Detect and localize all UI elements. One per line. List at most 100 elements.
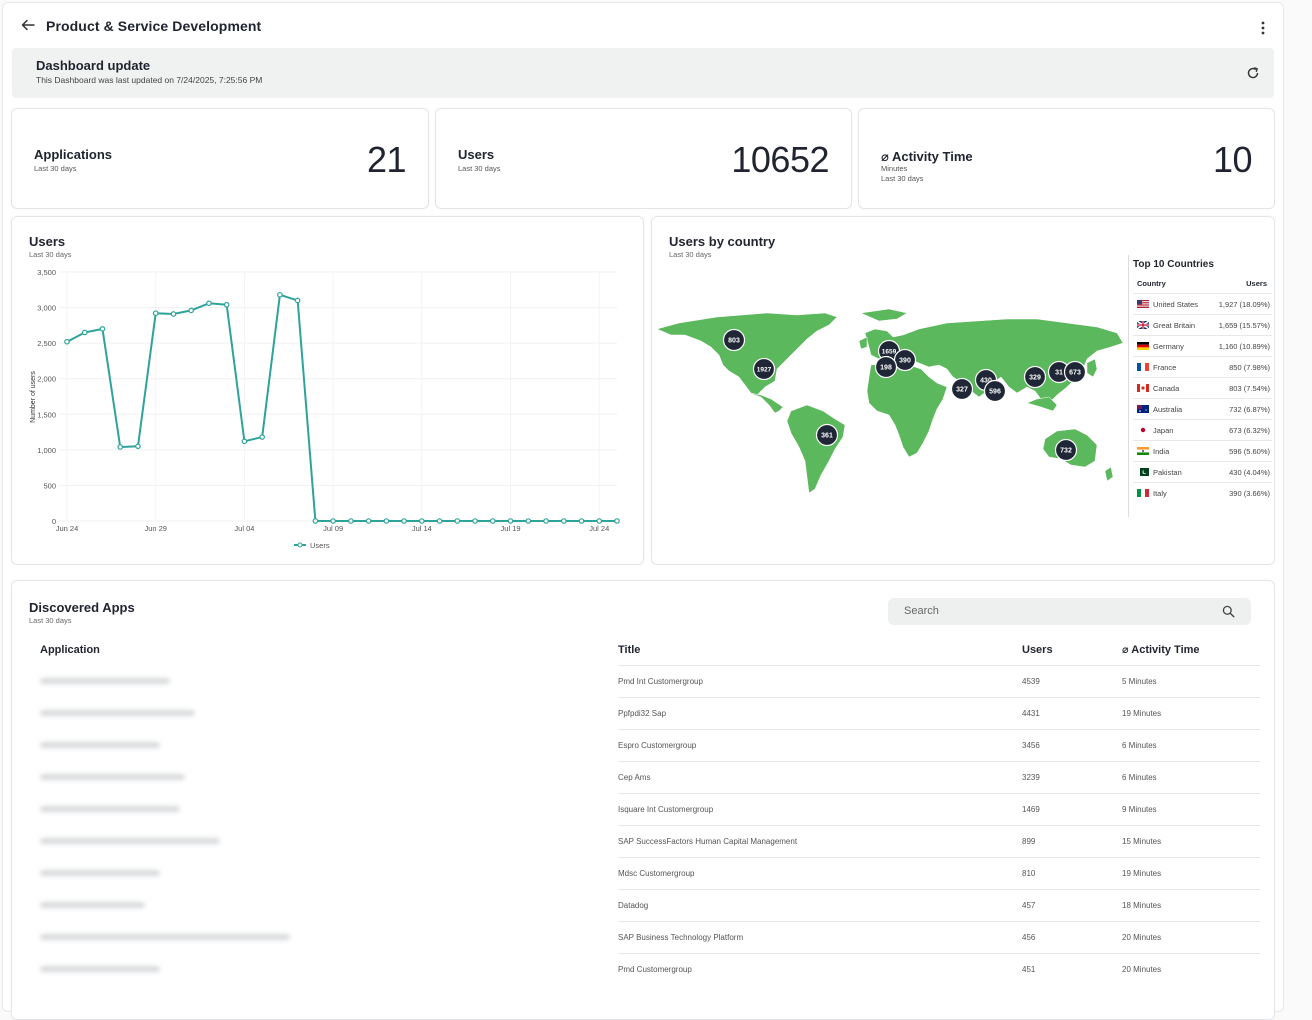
more-options-icon[interactable] [1255,19,1271,37]
table-row[interactable]: SAP SuccessFactors Human Capital Managem… [28,824,1260,857]
back-arrow-icon[interactable] [19,16,37,34]
data-point[interactable] [454,518,461,524]
map-marker-label: 329 [1029,375,1041,382]
table-row[interactable]: Datadog 457 18 Minutes [28,888,1260,921]
y-tick-label: 3,000 [37,304,56,313]
country-row[interactable]: Germany 1,160 (10.89%) [1133,335,1272,356]
map-marker[interactable]: 31 [1047,360,1071,384]
country-row[interactable]: Italy 390 (3.66%) [1133,482,1272,503]
data-point[interactable] [223,301,230,308]
search-input[interactable]: Search [888,598,1251,625]
y-axis-label: Number of users [30,371,37,423]
map-marker[interactable]: 361 [815,423,839,447]
country-row[interactable]: India 596 (5.60%) [1133,440,1272,461]
col-title[interactable]: Title [618,643,641,656]
country-row[interactable]: Canada 803 (7.54%) [1133,377,1272,398]
country-row[interactable]: Japan 673 (6.32%) [1133,419,1272,440]
apps-title: Discovered Apps [29,600,135,615]
table-row[interactable]: Pmd Int Customergroup 4539 5 Minutes [28,664,1260,697]
data-point[interactable] [64,338,70,345]
search-icon[interactable] [1222,605,1235,618]
data-point[interactable] [312,518,319,524]
country-name: Pakistan [1153,468,1182,477]
kpi-sub-2: Last 30 days [881,174,924,183]
data-point[interactable] [560,518,567,524]
country-name: France [1153,363,1177,372]
data-point[interactable] [206,300,212,307]
data-point[interactable] [277,291,283,298]
map-marker[interactable]: 803 [722,328,746,352]
data-point[interactable] [383,518,390,524]
refresh-icon[interactable] [1246,66,1260,80]
x-tick-label: Jul 14 [412,524,432,533]
data-point[interactable] [135,443,141,450]
data-point[interactable] [543,518,549,524]
map-marker[interactable]: 390 [893,348,917,372]
flag-jp-icon [1137,426,1149,434]
data-point[interactable] [614,518,620,524]
data-point[interactable] [117,444,124,450]
col-application[interactable]: Application [40,643,100,656]
table-row[interactable]: Mdsc Customergroup 810 19 Minutes [28,856,1260,889]
legend[interactable]: Users [294,541,330,550]
data-point[interactable] [472,518,478,524]
kpi-card-activity-time: ⌀ Activity Time Minutes Last 30 days 10 [858,108,1275,209]
table-row[interactable]: SAP Business Technology Platform 456 20 Mi… [28,920,1260,953]
cell-title: Mdsc Customergroup [618,856,1022,889]
map-marker-label: 31 [1055,370,1063,377]
col-users[interactable]: Users [1022,643,1053,656]
map-marker[interactable]: 596 [983,379,1007,403]
map-marker[interactable]: 732 [1054,438,1078,462]
data-point[interactable] [348,518,354,524]
data-point[interactable] [365,518,372,524]
data-point[interactable] [81,329,88,336]
data-point[interactable] [525,518,532,524]
map-subtitle: Last 30 days [669,250,712,259]
data-point[interactable] [401,518,407,524]
data-point[interactable] [596,518,603,524]
data-point[interactable] [490,518,496,524]
map-marker[interactable]: 1927 [752,357,776,381]
country-row[interactable]: United States 1,927 (18.09%) [1133,293,1272,314]
data-point[interactable] [436,518,443,524]
data-point[interactable] [241,438,248,445]
flag-gb-icon [1137,321,1149,329]
map-marker[interactable]: 327 [950,377,974,401]
data-point[interactable] [259,434,265,440]
data-point[interactable] [152,310,159,317]
kpi-value: 10652 [731,139,829,180]
country-row[interactable]: France 850 (7.98%) [1133,356,1272,377]
users-by-country-card: Users by country Last 30 days 803 1927 165… [651,216,1275,565]
map-marker[interactable]: 198 [874,355,898,379]
country-row[interactable]: Australia 732 (6.87%) [1133,398,1272,419]
data-point[interactable] [578,518,585,524]
top-countries-title: Top 10 Countries [1133,259,1214,270]
data-point[interactable] [99,326,106,332]
kpi-value: 10 [1212,139,1253,180]
country-users: 1,659 (15.57%) [1218,321,1270,330]
data-point[interactable] [170,311,177,317]
map-marker-label: 732 [1060,448,1072,455]
x-tick-label: Jun 29 [144,524,167,533]
col-activity-time[interactable]: ⌀ Activity Time [1122,644,1200,657]
map-marker[interactable]: 329 [1023,365,1047,389]
data-point[interactable] [419,518,425,524]
map-marker-label: 596 [989,389,1001,396]
cell-title: Pmd Int Customergroup [618,664,1022,697]
map-marker[interactable]: 673 [1063,360,1087,384]
data-point[interactable] [188,307,194,314]
table-row[interactable]: Pmd Customergroup 451 20 Minutes [28,952,1260,985]
country-row[interactable]: Great Britain 1,659 (15.57%) [1133,314,1272,335]
table-row[interactable]: Ppfpdi32 Sap 4431 19 Minutes [28,696,1260,729]
table-row[interactable]: Cep Ams 3239 6 Minutes [28,760,1260,793]
discovered-apps-card: Discovered Apps Last 30 days Search Appl… [11,580,1275,1020]
table-row[interactable]: Isquare Int Customergroup 1469 9 Minutes [28,792,1260,825]
cell-application [28,856,618,889]
table-row[interactable]: Espro Customergroup 3456 6 Minutes [28,728,1260,761]
flag-de-icon [1137,342,1149,350]
data-point[interactable] [294,297,301,304]
country-row[interactable]: Pakistan 430 (4.04%) [1133,461,1272,482]
data-point[interactable] [507,518,514,524]
data-point[interactable] [330,518,336,524]
